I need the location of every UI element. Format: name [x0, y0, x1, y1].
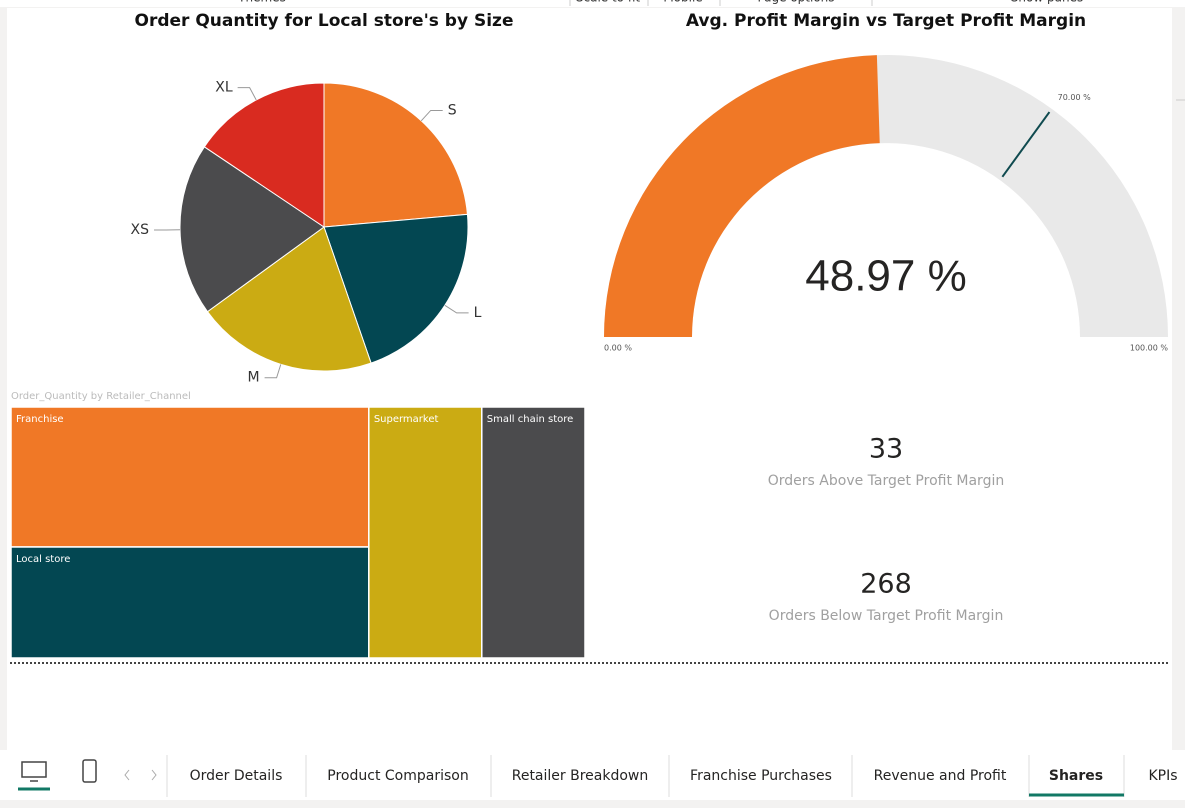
- gauge-tick-label: 100.00 %: [1130, 344, 1169, 353]
- treemap-tile: [11, 407, 369, 547]
- chart-title: Order Quantity for Local store's by Size: [135, 11, 514, 31]
- toolbar-button[interactable]: Themes: [237, 0, 286, 5]
- chart-title: Avg. Profit Margin vs Target Profit Marg…: [686, 11, 1086, 31]
- toolbar-button[interactable]: Show panes: [1011, 0, 1083, 5]
- card-label: Orders Above Target Profit Margin: [768, 473, 1004, 489]
- target-label: 70.00 %: [1058, 93, 1091, 102]
- card-label: Orders Below Target Profit Margin: [769, 608, 1004, 624]
- page-tab[interactable]: Shares: [1049, 768, 1103, 784]
- toolbar-button[interactable]: Mobile: [663, 0, 702, 5]
- treemap-tile: [369, 407, 482, 658]
- slice-label: L: [474, 305, 482, 321]
- page-tab[interactable]: Revenue and Profit: [874, 768, 1007, 784]
- tile-label: Supermarket: [374, 414, 439, 425]
- slice-label: M: [247, 370, 259, 386]
- page-tab[interactable]: KPIs: [1148, 768, 1177, 784]
- slice-label: XS: [131, 222, 150, 238]
- page-tab[interactable]: Product Comparison: [327, 768, 468, 784]
- tile-label: Small chain store: [487, 414, 574, 425]
- page-tab[interactable]: Franchise Purchases: [690, 768, 832, 784]
- card-value: 268: [860, 569, 912, 600]
- toolbar-button[interactable]: Scale to fit: [576, 0, 641, 5]
- slice-label: S: [448, 102, 457, 118]
- slice-label: XL: [215, 80, 233, 96]
- tile-label: Franchise: [16, 414, 64, 425]
- page-tab[interactable]: Order Details: [190, 768, 283, 784]
- treemap-tile: [482, 407, 585, 658]
- card-value: 33: [869, 434, 903, 465]
- tile-label: Local store: [16, 554, 70, 565]
- toolbar-button[interactable]: Page options: [757, 0, 834, 5]
- chart-title: Order_Quantity by Retailer_Channel: [11, 391, 191, 402]
- gauge-tick-label: 0.00 %: [604, 344, 632, 353]
- gauge-value-label: 48.97 %: [805, 252, 966, 301]
- page-tab[interactable]: Retailer Breakdown: [512, 768, 649, 784]
